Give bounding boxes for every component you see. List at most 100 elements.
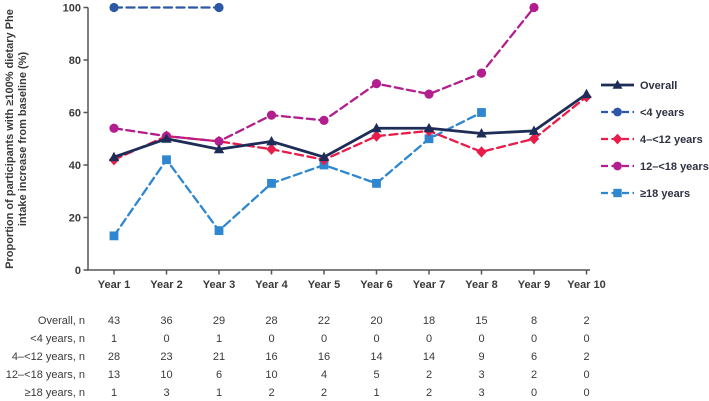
table-cell: 9 (478, 351, 484, 363)
series-overall-marker (581, 88, 592, 99)
legend-label: ≥18 years (640, 188, 690, 200)
table-cell: 22 (318, 315, 330, 327)
y-tick-label: 0 (75, 265, 81, 277)
table-cell: 29 (213, 315, 225, 327)
table-cell: 3 (163, 387, 169, 399)
table-cell: 36 (160, 315, 172, 327)
table-row-label: 4–<12 years, n (12, 351, 85, 363)
series-4-12-years-marker (371, 130, 382, 142)
series-18-years-marker (477, 108, 486, 117)
series-12-18-years-marker (371, 79, 382, 89)
table-cell: 8 (531, 315, 537, 327)
table-cell: 1 (216, 333, 222, 345)
x-tick-label: Year 4 (255, 279, 288, 291)
series-12-18-years-marker (319, 115, 329, 125)
table-cell: 10 (160, 369, 172, 381)
series-12-18-years-marker (266, 110, 277, 120)
legend-label: <4 years (640, 107, 684, 119)
x-tick-label: Year 9 (518, 279, 550, 291)
x-tick-label: Year 7 (413, 279, 445, 291)
series-overall-marker (266, 135, 277, 146)
table-cell: 0 (163, 333, 169, 345)
series-overall-marker (108, 151, 120, 162)
table-row-label: <4 years, n (30, 333, 85, 345)
table-row-label: Overall, n (38, 315, 85, 327)
series-18-years-marker (109, 231, 119, 241)
table-cell: 6 (531, 351, 537, 363)
table-cell: 28 (265, 315, 277, 327)
table-cell: 0 (268, 333, 274, 345)
table-cell: 0 (373, 333, 379, 345)
x-tick-label: Year 2 (150, 279, 182, 291)
y-tick-label: 20 (69, 213, 81, 225)
table-cell: 2 (531, 369, 537, 381)
legend-swatch-marker (612, 79, 623, 89)
table-cell: 4 (321, 369, 327, 381)
series-18-years-marker (424, 134, 434, 144)
series-overall-line (112, 92, 588, 159)
series-overall-marker (476, 128, 487, 138)
table-cell: 0 (583, 333, 589, 345)
table-cell: 28 (108, 351, 120, 363)
table-cell: 43 (108, 315, 120, 327)
series-4-12-years-marker (266, 143, 277, 155)
table-cell: 1 (111, 333, 117, 345)
table-cell: 2 (268, 387, 274, 399)
table-cell: 2 (321, 387, 327, 399)
series-overall-marker (161, 133, 172, 143)
series-12-18-years-marker (529, 2, 539, 13)
table-cell: 1 (373, 387, 379, 399)
series-18-years-marker (267, 178, 276, 188)
table-cell: 18 (423, 315, 435, 327)
series-12-18-years-marker (476, 68, 487, 78)
series-18-years-marker (162, 155, 171, 165)
table-cell: 0 (478, 333, 484, 345)
table-cell: 2 (583, 315, 589, 327)
table-cell: 3 (478, 369, 484, 381)
series-overall-marker (528, 125, 540, 135)
series-18-years-marker (214, 226, 224, 236)
table-cell: 2 (426, 387, 432, 399)
table-row-label: 12–<18 years, n (6, 369, 85, 381)
series-4-12-years-line (112, 95, 588, 161)
series-overall-marker (318, 151, 330, 162)
y-tick-label: 80 (69, 55, 81, 67)
series-12-18-years-marker (109, 123, 119, 133)
series-4-years-marker (214, 2, 224, 13)
series-overall-marker (371, 122, 382, 133)
table-cell: 1 (216, 387, 222, 399)
table-cell: 16 (318, 351, 330, 363)
series-overall-marker (423, 122, 435, 133)
table-cell: 13 (108, 369, 120, 381)
table-cell: 1 (111, 387, 117, 399)
table-cell: 2 (583, 351, 589, 363)
table-cell: 15 (475, 315, 487, 327)
table-row-label: ≥18 years, n (25, 387, 85, 399)
legend-swatch-marker (613, 107, 622, 117)
x-tick-label: Year 6 (360, 279, 392, 291)
series-4-12-years-marker (528, 133, 540, 145)
table-cell: 0 (583, 387, 589, 399)
table-cell: 2 (426, 369, 432, 381)
table-cell: 14 (423, 351, 435, 363)
table-cell: 5 (373, 369, 379, 381)
table-cell: 0 (321, 333, 327, 345)
legend-label: 12–<18 years (640, 161, 709, 173)
x-tick-label: Year 5 (308, 279, 340, 291)
table-cell: 10 (265, 369, 277, 381)
legend-swatch-marker (612, 133, 623, 145)
series-overall-marker (213, 143, 225, 154)
y-tick-label: 100 (63, 3, 81, 15)
x-tick-label: Year 3 (203, 279, 235, 291)
table-cell: 14 (370, 351, 382, 363)
legend-label: Overall (640, 80, 677, 92)
x-tick-label: Year 10 (567, 279, 606, 291)
table-cell: 16 (265, 351, 277, 363)
y-tick-label: 40 (69, 160, 81, 172)
table-cell: 0 (583, 369, 589, 381)
table-cell: 6 (216, 369, 222, 381)
legend-swatch-marker (613, 161, 622, 171)
table-cell: 23 (160, 351, 172, 363)
